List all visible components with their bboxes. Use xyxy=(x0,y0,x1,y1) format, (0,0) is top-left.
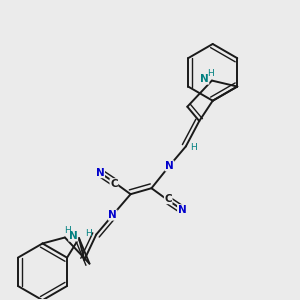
Text: N: N xyxy=(200,74,209,84)
Text: N: N xyxy=(178,205,186,215)
Text: N: N xyxy=(108,210,117,220)
Text: C: C xyxy=(164,194,172,204)
Text: N: N xyxy=(96,168,104,178)
Text: N: N xyxy=(165,161,174,171)
Text: H: H xyxy=(190,143,197,152)
Text: C: C xyxy=(110,179,118,189)
Text: N: N xyxy=(69,231,78,241)
Text: H: H xyxy=(85,229,92,238)
Text: H: H xyxy=(207,69,214,78)
Text: H: H xyxy=(64,226,71,235)
